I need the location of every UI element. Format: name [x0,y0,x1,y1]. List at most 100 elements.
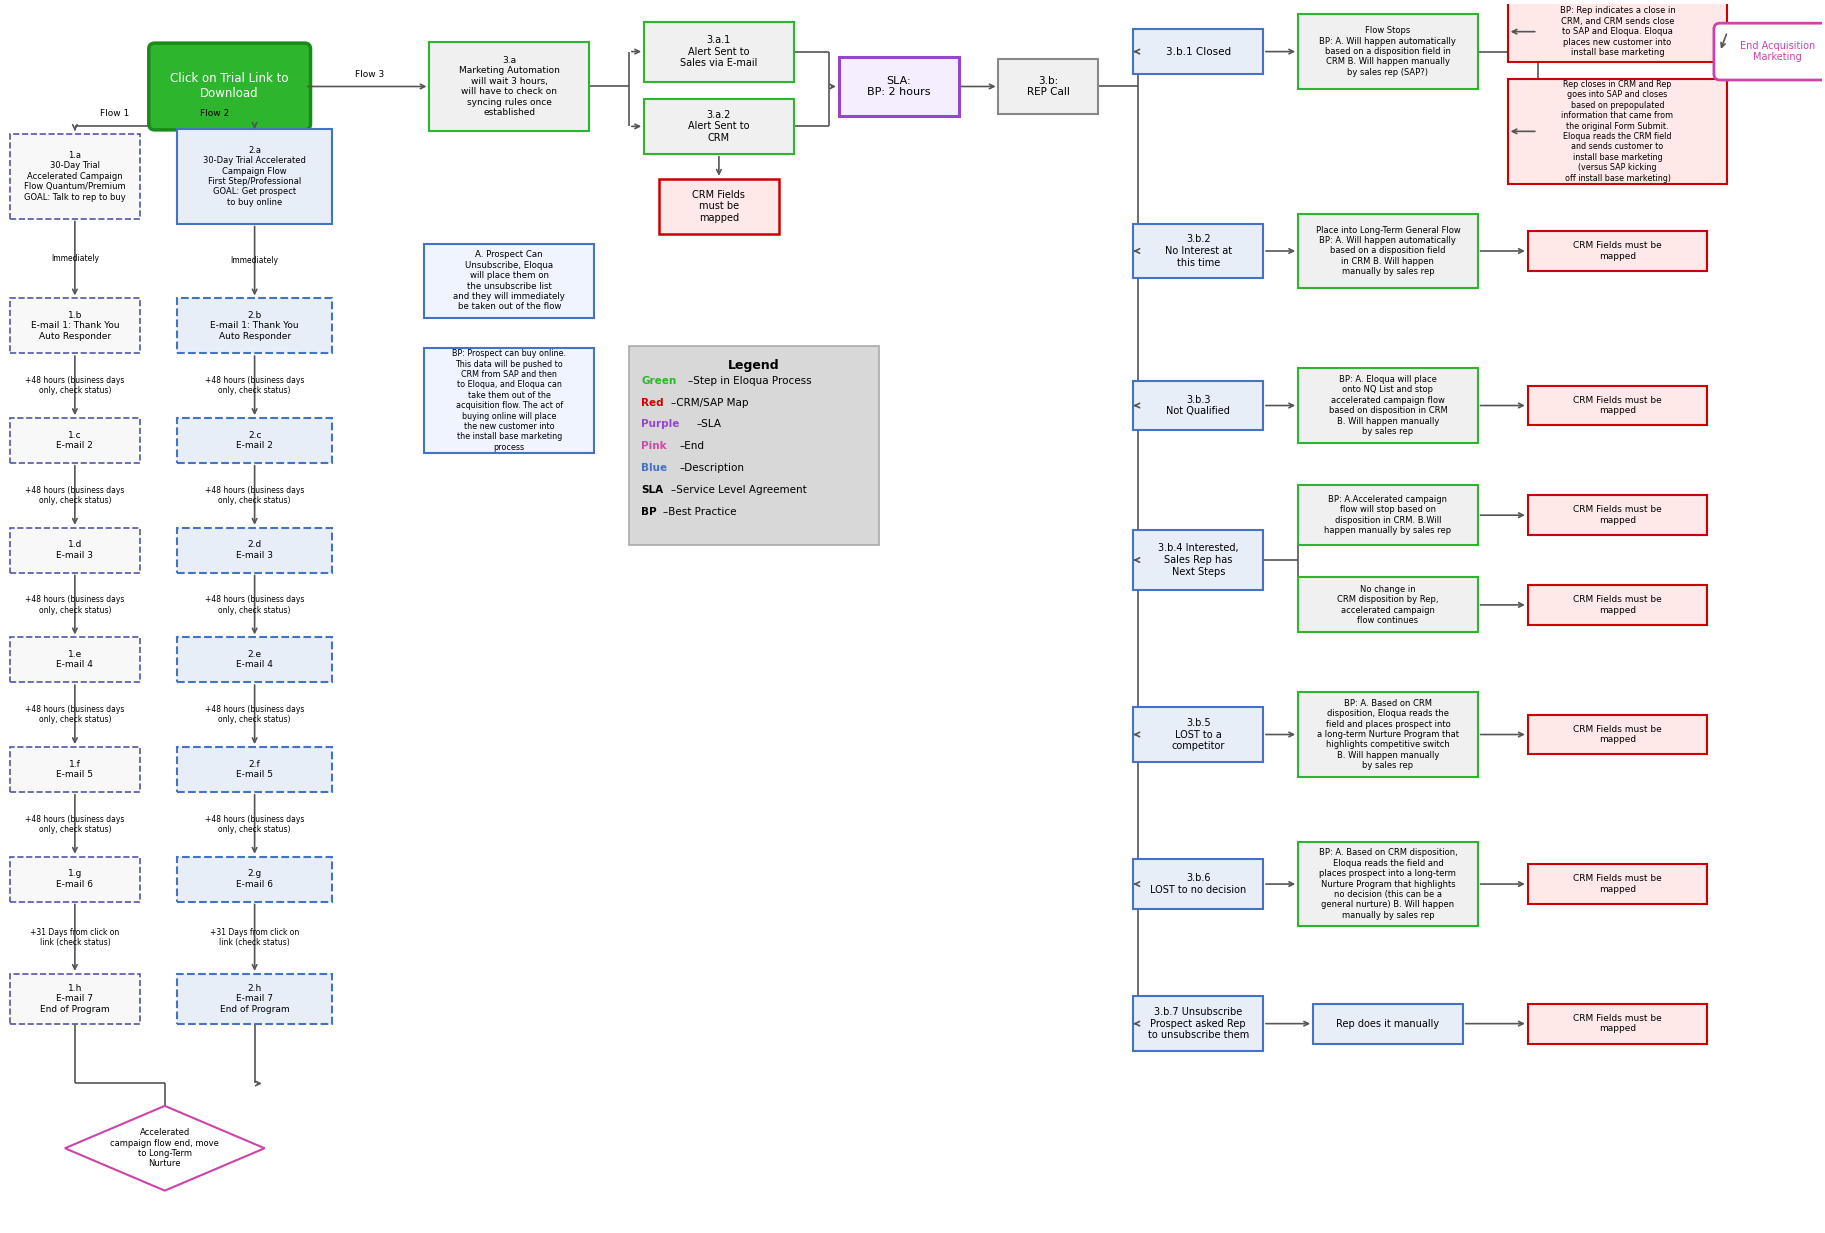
Text: Legend: Legend [728,359,779,371]
Bar [1133,530,1263,589]
Text: Blue: Blue [641,464,668,473]
Bar [177,747,332,792]
Text: Flow 1: Flow 1 [100,110,130,118]
Bar [659,179,779,233]
Text: Flow 2: Flow 2 [201,110,230,118]
Text: +48 hours (business days
only, check status): +48 hours (business days only, check sta… [26,596,124,614]
Text: Immediately: Immediately [230,256,279,265]
Bar [1507,1,1728,62]
Text: 1.f
E-mail 5: 1.f E-mail 5 [57,760,93,779]
Text: 1.h
E-mail 7
End of Program: 1.h E-mail 7 End of Program [40,984,110,1014]
Bar [630,345,878,545]
Bar [9,528,141,572]
Text: 3.a.1
Alert Sent to
Sales via E-mail: 3.a.1 Alert Sent to Sales via E-mail [681,35,757,68]
Text: 1.e
E-mail 4: 1.e E-mail 4 [57,650,93,670]
Text: 1.b
E-mail 1: Thank You
Auto Responder: 1.b E-mail 1: Thank You Auto Responder [31,311,119,340]
Text: 3.b.4 Interested,
Sales Rep has
Next Steps: 3.b.4 Interested, Sales Rep has Next Ste… [1157,544,1239,577]
Text: 1.a
30-Day Trial
Accelerated Campaign
Flow Quantum/Premium
GOAL: Talk to rep to : 1.a 30-Day Trial Accelerated Campaign Fl… [24,150,126,201]
Bar [9,134,141,218]
Text: 3.a
Marketing Automation
will wait 3 hours,
will have to check on
syncing rules : 3.a Marketing Automation will wait 3 hou… [458,55,560,117]
Text: –End: –End [681,441,704,451]
Text: SLA: SLA [641,486,662,496]
Bar [1528,386,1708,425]
Text: CRM Fields must be
mapped: CRM Fields must be mapped [1573,242,1663,260]
Bar [1528,496,1708,535]
Polygon shape [66,1106,265,1191]
Bar [177,418,332,462]
Text: 2.f
E-mail 5: 2.f E-mail 5 [235,760,274,779]
Text: 3.b.7 Unsubscribe
Prospect asked Rep
to unsubscribe them: 3.b.7 Unsubscribe Prospect asked Rep to … [1148,1007,1248,1041]
Bar [1298,369,1478,443]
Text: Flow 3: Flow 3 [354,69,383,79]
FancyBboxPatch shape [1714,23,1825,80]
Bar [177,129,332,223]
FancyBboxPatch shape [150,43,310,129]
Bar [1528,864,1708,904]
Text: BP: A. Based on CRM disposition,
Eloqua reads the field and
places prospect into: BP: A. Based on CRM disposition, Eloqua … [1318,848,1458,920]
Text: 2.b
E-mail 1: Thank You
Auto Responder: 2.b E-mail 1: Thank You Auto Responder [210,311,299,340]
Text: +48 hours (business days
only, check status): +48 hours (business days only, check sta… [204,705,305,724]
Text: Pink: Pink [641,441,666,451]
Bar [177,974,332,1023]
Text: Place into Long-Term General Flow
BP: A. Will happen automatically
based on a di: Place into Long-Term General Flow BP: A.… [1316,226,1460,276]
Text: BP: BP [641,507,657,517]
Text: BP: Prospect can buy online.
This data will be pushed to
CRM from SAP and then
t: BP: Prospect can buy online. This data w… [453,349,566,451]
Text: BP: A. Based on CRM
disposition, Eloqua reads the
field and places prospect into: BP: A. Based on CRM disposition, Eloqua … [1318,699,1458,771]
Text: Purple: Purple [641,419,679,429]
Text: +48 hours (business days
only, check status): +48 hours (business days only, check sta… [204,376,305,396]
Text: +31 Days from click on
link (check status): +31 Days from click on link (check statu… [31,928,119,947]
Text: CRM Fields must be
mapped: CRM Fields must be mapped [1573,506,1663,525]
Bar [1298,15,1478,89]
Bar [1298,692,1478,777]
Bar [1312,1004,1464,1043]
Bar [644,22,794,81]
Text: 3.b.6
LOST to no decision: 3.b.6 LOST to no decision [1150,873,1246,895]
Text: Accelerated
campaign flow end, move
to Long-Term
Nurture: Accelerated campaign flow end, move to L… [110,1128,219,1169]
Text: Rep closes in CRM and Rep
goes into SAP and closes
based on prepopulated
informa: Rep closes in CRM and Rep goes into SAP … [1562,80,1674,182]
Text: –SLA: –SLA [697,419,723,429]
Bar [1133,381,1263,430]
Text: –Step in Eloqua Process: –Step in Eloqua Process [688,376,812,386]
Bar [9,637,141,682]
Text: +48 hours (business days
only, check status): +48 hours (business days only, check sta… [26,815,124,834]
Text: +48 hours (business days
only, check status): +48 hours (business days only, check sta… [204,815,305,834]
Text: 2.c
E-mail 2: 2.c E-mail 2 [235,430,274,450]
Bar [1528,1004,1708,1043]
Text: +48 hours (business days
only, check status): +48 hours (business days only, check sta… [204,486,305,506]
Text: 1.d
E-mail 3: 1.d E-mail 3 [57,540,93,560]
Text: Green: Green [641,376,677,386]
Text: +31 Days from click on
link (check status): +31 Days from click on link (check statu… [210,928,299,947]
Bar [1528,715,1708,755]
Text: 2.g
E-mail 6: 2.g E-mail 6 [235,869,274,889]
Text: 3.b.3
Not Qualified: 3.b.3 Not Qualified [1166,395,1230,417]
Bar [1133,996,1263,1051]
Text: 2.d
E-mail 3: 2.d E-mail 3 [235,540,274,560]
Bar [1298,213,1478,289]
Text: 2.e
E-mail 4: 2.e E-mail 4 [235,650,274,670]
Text: SLA:
BP: 2 hours: SLA: BP: 2 hours [867,75,931,97]
Bar [998,59,1099,113]
Text: –Service Level Agreement: –Service Level Agreement [672,486,807,496]
Bar [1528,231,1708,271]
Text: +48 hours (business days
only, check status): +48 hours (business days only, check sta… [204,596,305,614]
Bar [429,42,589,132]
Text: 1.c
E-mail 2: 1.c E-mail 2 [57,430,93,450]
Bar [1133,30,1263,74]
Bar [9,418,141,462]
Text: CRM Fields must be
mapped: CRM Fields must be mapped [1573,596,1663,614]
Text: 3.a.2
Alert Sent to
CRM: 3.a.2 Alert Sent to CRM [688,110,750,143]
Bar [644,99,794,154]
Text: CRM Fields
must be
mapped: CRM Fields must be mapped [692,190,745,223]
Text: 1.g
E-mail 6: 1.g E-mail 6 [57,869,93,889]
Bar [177,528,332,572]
Text: CRM Fields must be
mapped: CRM Fields must be mapped [1573,874,1663,894]
Text: 3.b:
REP Call: 3.b: REP Call [1027,75,1069,97]
Text: CRM Fields must be
mapped: CRM Fields must be mapped [1573,1014,1663,1033]
Text: CRM Fields must be
mapped: CRM Fields must be mapped [1573,396,1663,416]
Bar [9,857,141,901]
Text: 3.b.5
LOST to a
competitor: 3.b.5 LOST to a competitor [1172,718,1225,751]
Text: End Acquisition
Marketing: End Acquisition Marketing [1739,41,1814,63]
Text: +48 hours (business days
only, check status): +48 hours (business days only, check sta… [26,705,124,724]
Bar [1298,577,1478,633]
Bar [1133,859,1263,909]
